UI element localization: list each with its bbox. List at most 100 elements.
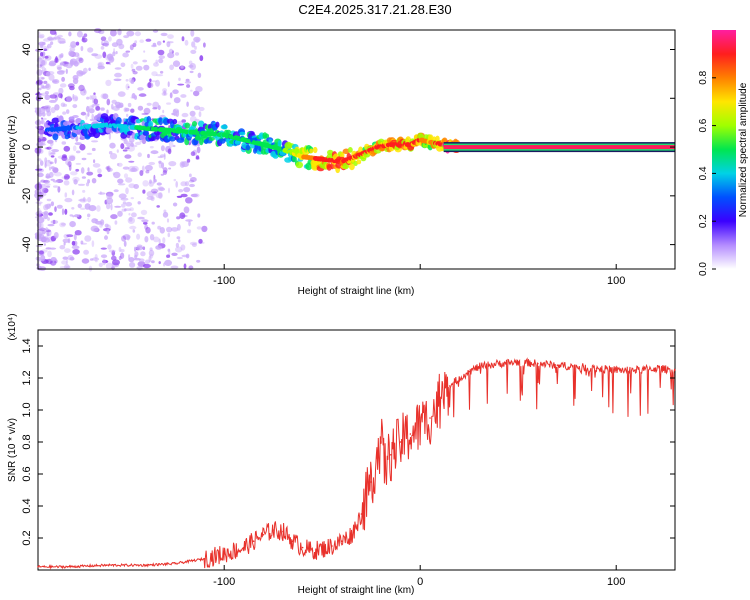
- ridge-blob: [208, 136, 215, 141]
- noise-blob: [155, 245, 163, 250]
- noise-blob: [125, 201, 133, 207]
- snr-point: [311, 550, 314, 552]
- noise-blob: [62, 256, 69, 260]
- noise-blob: [106, 202, 111, 210]
- noise-blob: [87, 179, 91, 184]
- snr-point: [615, 369, 617, 371]
- noise-blob: [80, 167, 85, 174]
- noise-blob: [86, 171, 94, 176]
- colorbar-label: Normalized spectral amplitude: [738, 82, 749, 217]
- noise-blob: [37, 56, 42, 62]
- noise-blob: [143, 221, 148, 225]
- noise-blob: [54, 104, 60, 111]
- colorbar-tick-label: 0.2: [698, 214, 709, 228]
- noise-blob: [98, 192, 106, 195]
- noise-blob: [91, 240, 95, 248]
- noise-blob: [78, 199, 86, 202]
- noise-blob: [48, 212, 53, 216]
- noise-blob: [81, 258, 90, 264]
- snr-x-ticks: -100 0 100: [213, 565, 625, 588]
- noise-blob: [170, 227, 179, 232]
- noise-blob: [71, 189, 75, 196]
- noise-blob: [134, 95, 137, 100]
- noise-blob: [49, 94, 58, 99]
- snr-point: [478, 366, 480, 368]
- noise-blob: [63, 180, 70, 186]
- noise-blob: [180, 65, 184, 69]
- noise-blob: [109, 142, 116, 149]
- noise-blob: [48, 150, 52, 157]
- noise-blob: [88, 105, 94, 110]
- snr-y-tick-label: 0.6: [21, 466, 33, 481]
- noise-blob: [163, 153, 166, 160]
- noise-blob: [168, 187, 170, 194]
- snr-frame: [37, 329, 676, 571]
- noise-blob: [67, 161, 72, 168]
- noise-blob: [100, 254, 108, 258]
- noise-blob: [151, 221, 155, 225]
- ridge-blob: [264, 133, 270, 139]
- noise-blob: [107, 244, 112, 250]
- noise-blob: [188, 179, 195, 183]
- noise-blob: [79, 198, 88, 203]
- noise-blob: [195, 156, 200, 160]
- noise-blob: [44, 55, 49, 59]
- noise-blob: [59, 266, 68, 269]
- noise-blob: [100, 107, 105, 111]
- noise-blob: [78, 71, 87, 75]
- noise-blob: [121, 235, 127, 242]
- noise-blob: [50, 166, 55, 170]
- noise-blob: [120, 249, 125, 253]
- noise-blob: [198, 111, 202, 118]
- noise-blob: [140, 251, 146, 257]
- ridge-blob: [98, 128, 104, 133]
- snr-point: [399, 441, 402, 443]
- snr-point: [429, 417, 431, 419]
- noise-blob: [35, 201, 43, 204]
- ridge-blob: [169, 136, 176, 142]
- noise-blob: [193, 36, 201, 43]
- snr-y-ticks: 0.2 0.4 0.6 0.8 1.0 1.2 1.4: [21, 338, 675, 546]
- noise-blob: [72, 75, 79, 80]
- noise-blob: [59, 83, 67, 88]
- noise-blob: [118, 246, 122, 253]
- spectrogram-y-tick-label: -40: [21, 237, 33, 253]
- noise-blob: [97, 65, 105, 70]
- noise-blob: [105, 79, 112, 87]
- noise-blob: [169, 92, 173, 99]
- noise-blob: [128, 216, 133, 222]
- noise-blob: [74, 96, 78, 101]
- noise-blob: [48, 145, 53, 150]
- noise-blob: [137, 87, 144, 91]
- snr-y-label: SNR (10 * v/v): [7, 418, 18, 482]
- noise-blob: [148, 249, 155, 257]
- noise-blob: [50, 201, 55, 207]
- noise-blob: [66, 109, 70, 114]
- noise-blob: [92, 163, 101, 168]
- noise-blob: [166, 218, 170, 223]
- noise-blob: [54, 206, 57, 213]
- snr-y-tick-label: 0.4: [21, 498, 33, 513]
- noise-blob: [197, 213, 201, 218]
- noise-blob: [69, 85, 75, 91]
- ridge-blob: [347, 147, 353, 153]
- noise-blob: [47, 36, 54, 41]
- noise-blob: [47, 43, 52, 49]
- noise-blob: [52, 79, 60, 84]
- noise-blob: [97, 168, 102, 174]
- noise-blob: [52, 180, 59, 183]
- ridge-blob: [150, 136, 156, 142]
- spectrogram-ridge: [34, 28, 675, 272]
- noise-blob: [151, 260, 155, 264]
- noise-blob: [109, 153, 118, 160]
- noise-blob: [80, 242, 88, 245]
- noise-blob: [152, 42, 157, 47]
- spectrogram-y-tick-label: 40: [21, 43, 33, 55]
- noise-blob: [64, 208, 68, 215]
- noise-blob: [65, 68, 68, 75]
- noise-blob: [131, 165, 139, 172]
- noise-blob: [147, 82, 152, 88]
- noise-blob: [38, 236, 42, 239]
- noise-blob: [60, 102, 66, 108]
- noise-blob: [91, 147, 96, 152]
